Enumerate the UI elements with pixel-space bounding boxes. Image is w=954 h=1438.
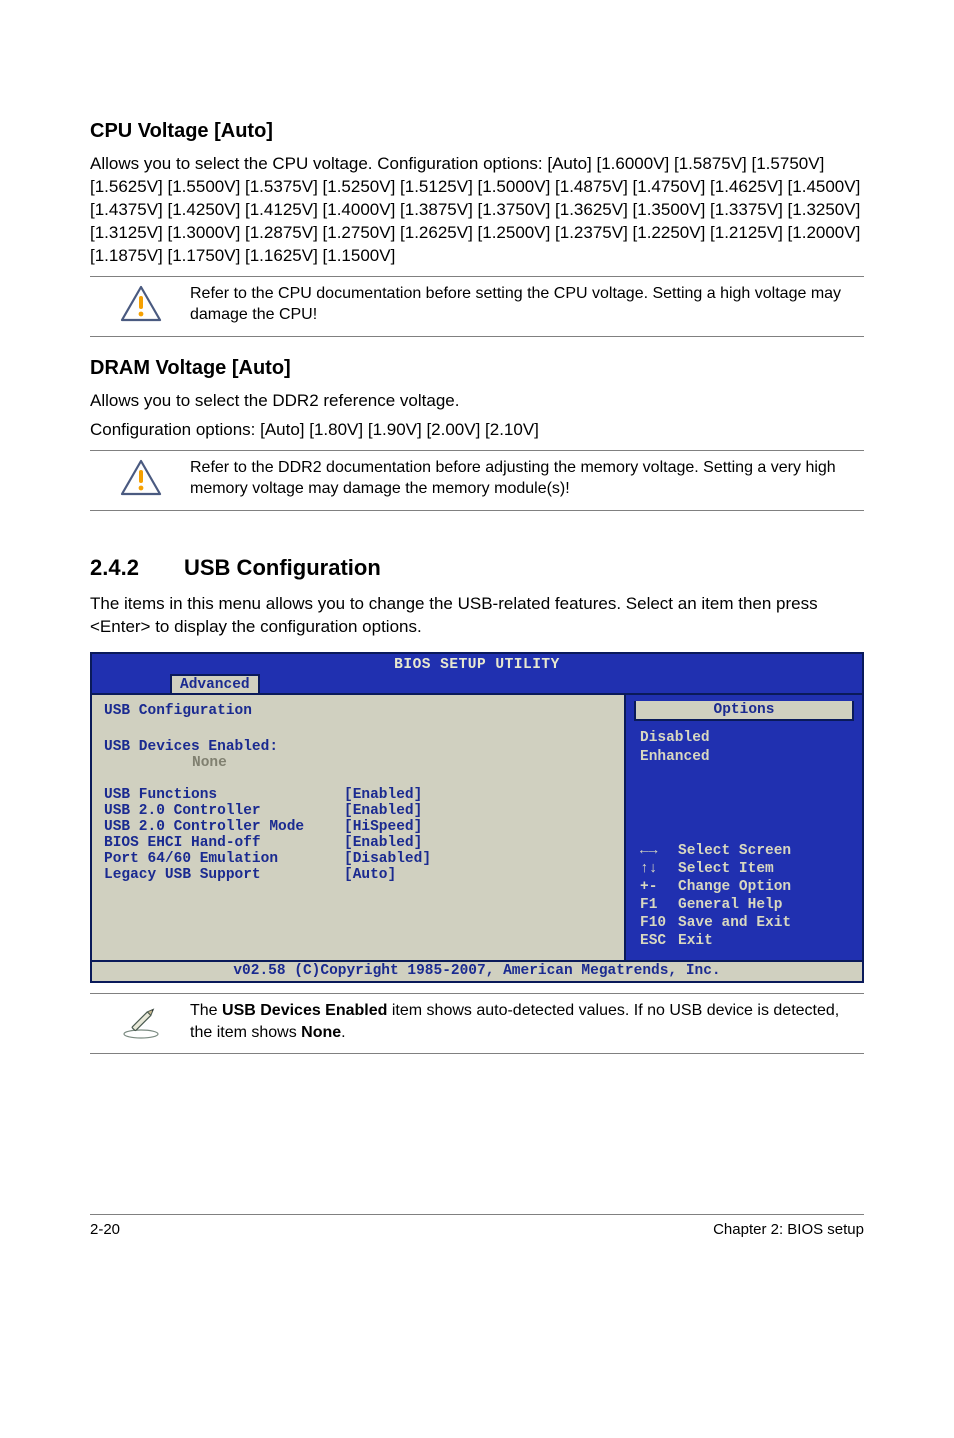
bios-legend-text: Save and Exit [678, 915, 791, 931]
bios-legend-row: ←→Select Screen [640, 842, 854, 860]
page-number: 2-20 [90, 1221, 120, 1238]
bios-legend-text: Select Screen [678, 843, 791, 859]
usb-devices-note-text: The USB Devices Enabled item shows auto-… [190, 1000, 864, 1043]
bios-legend-text: Exit [678, 933, 713, 949]
bios-setting-label: USB Functions [104, 787, 344, 803]
bios-option-item: Enhanced [640, 748, 848, 766]
bios-legend-text: General Help [678, 897, 782, 913]
bios-legend-key: ESC [640, 932, 678, 950]
bios-devices-value: None [104, 755, 227, 771]
bios-panel-title: USB Configuration [104, 703, 614, 719]
bios-legend-key: +- [640, 878, 678, 896]
bios-copyright: v02.58 (C)Copyright 1985-2007, American … [92, 960, 862, 981]
bios-setting-value: [Disabled] [344, 851, 431, 867]
note-segment: The [190, 1002, 222, 1019]
dram-voltage-heading: DRAM Voltage [Auto] [90, 357, 864, 380]
bios-tab-advanced: Advanced [170, 674, 260, 693]
pencil-icon [120, 1002, 162, 1045]
bios-banner: BIOS SETUP UTILITY [92, 654, 862, 674]
note-bold-1: USB Devices Enabled [222, 1002, 387, 1019]
bios-legend-row: +-Change Option [640, 878, 854, 896]
bios-legend-text: Change Option [678, 879, 791, 895]
bios-setting-value: [Enabled] [344, 835, 422, 851]
bios-setting-row: Port 64/60 Emulation[Disabled] [104, 851, 614, 867]
warning-icon [120, 459, 162, 502]
bios-setting-row: USB 2.0 Controller[Enabled] [104, 803, 614, 819]
bios-setting-row: USB Functions[Enabled] [104, 787, 614, 803]
bios-setting-value: [Enabled] [344, 803, 422, 819]
bios-legend-key: F1 [640, 896, 678, 914]
note-segment: . [341, 1024, 345, 1041]
note-bold-2: None [301, 1024, 341, 1041]
cpu-warning-note: Refer to the CPU documentation before se… [90, 276, 864, 337]
bios-setting-value: [Auto] [344, 867, 396, 883]
bios-setting-label: BIOS EHCI Hand-off [104, 835, 344, 851]
section-intro: The items in this menu allows you to cha… [90, 593, 864, 639]
cpu-warning-text: Refer to the CPU documentation before se… [190, 283, 864, 326]
bios-setting-label: USB 2.0 Controller Mode [104, 819, 344, 835]
bios-setting-row: BIOS EHCI Hand-off[Enabled] [104, 835, 614, 851]
bios-option-item: Disabled [640, 729, 848, 747]
bios-setting-label: USB 2.0 Controller [104, 803, 344, 819]
bios-legend-row: F1General Help [640, 896, 854, 914]
bios-window: BIOS SETUP UTILITY Advanced USB Configur… [90, 652, 864, 983]
dram-voltage-line1: Allows you to select the DDR2 reference … [90, 390, 864, 413]
bios-setting-value: [Enabled] [344, 787, 422, 803]
bios-setting-row: USB 2.0 Controller Mode[HiSpeed] [104, 819, 614, 835]
bios-legend-key: ↑↓ [640, 860, 678, 878]
bios-legend-key: ←→ [640, 842, 678, 860]
bios-devices-label: USB Devices Enabled: [104, 739, 344, 755]
dram-warning-text: Refer to the DDR2 documentation before a… [190, 457, 864, 500]
warning-icon [120, 285, 162, 328]
usb-devices-note: The USB Devices Enabled item shows auto-… [90, 993, 864, 1054]
section-title: USB Configuration [184, 555, 381, 580]
bios-legend-row: F10Save and Exit [640, 914, 854, 932]
bios-setting-label: Port 64/60 Emulation [104, 851, 344, 867]
page-footer: 2-20 Chapter 2: BIOS setup [90, 1214, 864, 1238]
dram-warning-note: Refer to the DDR2 documentation before a… [90, 450, 864, 511]
chapter-label: Chapter 2: BIOS setup [713, 1221, 864, 1238]
bios-setting-value: [HiSpeed] [344, 819, 422, 835]
bios-legend-key: F10 [640, 914, 678, 932]
dram-voltage-line2: Configuration options: [Auto] [1.80V] [1… [90, 419, 864, 442]
bios-setting-row: Legacy USB Support[Auto] [104, 867, 614, 883]
bios-right-panel: Options DisabledEnhanced ←→Select Screen… [626, 695, 862, 960]
bios-left-panel: USB Configuration USB Devices Enabled: N… [92, 695, 626, 960]
cpu-voltage-heading: CPU Voltage [Auto] [90, 120, 864, 143]
cpu-voltage-text: Allows you to select the CPU voltage. Co… [90, 153, 864, 268]
bios-legend-row: ESCExit [640, 932, 854, 950]
bios-setting-label: Legacy USB Support [104, 867, 344, 883]
bios-legend-text: Select Item [678, 861, 774, 877]
bios-options-title: Options [634, 701, 854, 721]
bios-legend-row: ↑↓Select Item [640, 860, 854, 878]
section-number: 2.4.2 [90, 555, 184, 581]
section-heading: 2.4.2USB Configuration [90, 555, 864, 581]
